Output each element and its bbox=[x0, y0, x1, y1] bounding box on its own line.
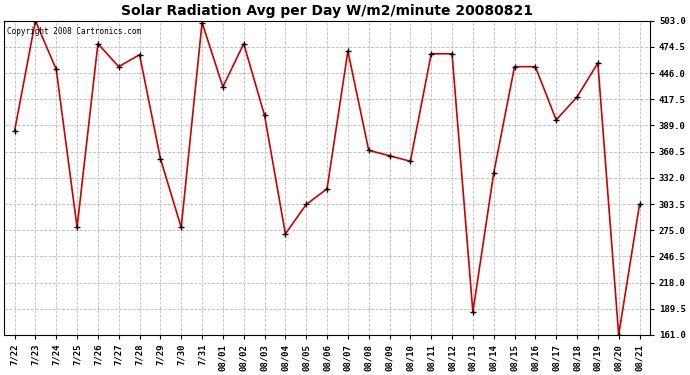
Title: Solar Radiation Avg per Day W/m2/minute 20080821: Solar Radiation Avg per Day W/m2/minute … bbox=[121, 4, 533, 18]
Text: Copyright 2008 Cartronics.com: Copyright 2008 Cartronics.com bbox=[8, 27, 141, 36]
